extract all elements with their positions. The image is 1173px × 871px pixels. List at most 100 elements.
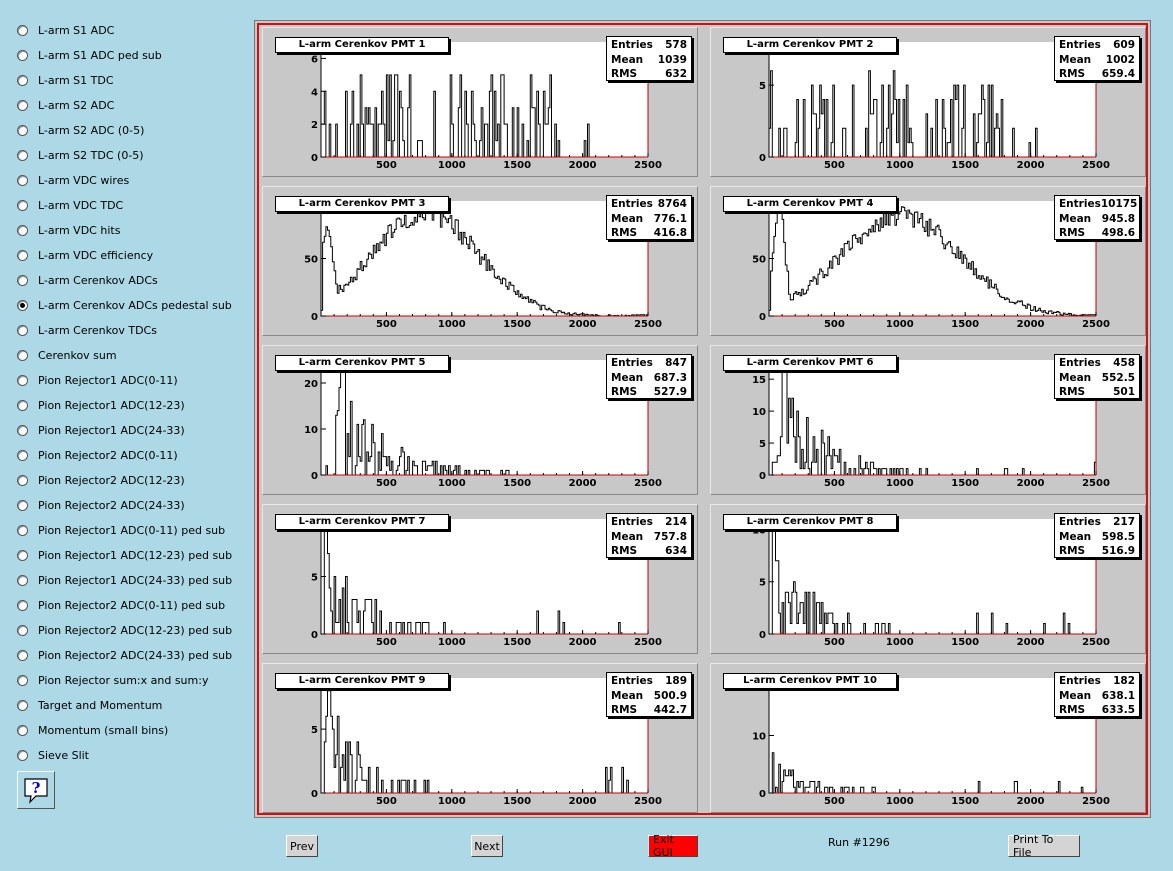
x-tick-label: 1000: [886, 796, 914, 807]
x-tick-label: 1500: [951, 160, 979, 171]
radio-item[interactable]: Pion Rejector2 ADC(0-11): [17, 445, 178, 465]
stats-label: Mean: [1059, 689, 1092, 702]
radio-button[interactable]: [17, 374, 28, 386]
radio-item[interactable]: L-arm VDC hits: [17, 220, 120, 240]
radio-button[interactable]: [17, 324, 28, 336]
radio-button[interactable]: [17, 174, 28, 186]
radio-item[interactable]: Pion Rejector2 ADC(12-23) ped sub: [17, 620, 232, 640]
radio-button[interactable]: [17, 749, 28, 761]
radio-item[interactable]: L-arm S1 TDC: [17, 70, 114, 90]
radio-item[interactable]: L-arm S1 ADC: [17, 20, 114, 40]
radio-button[interactable]: [17, 99, 28, 111]
radio-button[interactable]: [17, 474, 28, 486]
radio-item[interactable]: Cerenkov sum: [17, 345, 117, 365]
prev-button[interactable]: Prev: [286, 835, 318, 857]
radio-item[interactable]: Target and Momentum: [17, 695, 162, 715]
stats-row-rms: RMS 634: [611, 544, 687, 559]
radio-item[interactable]: Sieve Slit: [17, 745, 89, 765]
radio-item[interactable]: L-arm S1 ADC ped sub: [17, 45, 162, 65]
radio-item[interactable]: L-arm Cerenkov ADCs: [17, 270, 158, 290]
radio-item[interactable]: Pion Rejector1 ADC(24-33) ped sub: [17, 570, 232, 590]
stats-row-rms: RMS 659.4: [1059, 67, 1135, 82]
histogram-pad[interactable]: 500 1000 1500 2000 2500 0 5 L-arm Cerenkov PMT …: [710, 27, 1146, 177]
radio-button[interactable]: [17, 574, 28, 586]
radio-item[interactable]: Pion Rejector1 ADC(0-11) ped sub: [17, 520, 225, 540]
radio-button[interactable]: [17, 399, 28, 411]
histogram-pad[interactable]: 500 1000 1500 2000 2500 0 5 10 15 L-arm Cerenkov …: [710, 345, 1146, 495]
radio-label: L-arm Cerenkov ADCs pedestal sub: [38, 298, 232, 312]
stats-value: 847: [665, 357, 687, 369]
radio-label: L-arm S1 TDC: [38, 73, 114, 87]
stats-label: Entries: [1059, 198, 1101, 210]
radio-item[interactable]: Pion Rejector1 ADC(12-23): [17, 395, 185, 415]
radio-button-selected[interactable]: [17, 299, 28, 311]
radio-item[interactable]: L-arm Cerenkov ADCs pedestal sub: [17, 295, 232, 315]
radio-button[interactable]: [17, 449, 28, 461]
radio-item[interactable]: Pion Rejector2 ADC(0-11) ped sub: [17, 595, 225, 615]
histogram-pad[interactable]: 500 1000 1500 2000 2500 0 5 L-arm Cerenkov PMT …: [262, 504, 698, 654]
x-tick-label: 2500: [1082, 160, 1110, 171]
radio-item[interactable]: Pion Rejector2 ADC(12-23): [17, 470, 185, 490]
stats-box: Entries 578 Mean 1039 RMS 632: [606, 36, 692, 81]
radio-button[interactable]: [17, 349, 28, 361]
radio-button[interactable]: [17, 424, 28, 436]
histogram-pad[interactable]: 500 1000 1500 2000 2500 0 2 4 6 L-arm Cerenkov PM…: [262, 27, 698, 177]
radio-item[interactable]: L-arm VDC wires: [17, 170, 129, 190]
stats-label: RMS: [1059, 386, 1086, 398]
radio-button[interactable]: [17, 149, 28, 161]
radio-button[interactable]: [17, 499, 28, 511]
radio-item[interactable]: L-arm VDC efficiency: [17, 245, 153, 265]
radio-button[interactable]: [17, 249, 28, 261]
radio-item[interactable]: L-arm S2 TDC (0-5): [17, 145, 144, 165]
radio-button[interactable]: [17, 74, 28, 86]
stats-value: 632: [665, 68, 687, 80]
stats-row-entries: Entries 847: [611, 356, 687, 371]
radio-button[interactable]: [17, 24, 28, 36]
histogram-pad[interactable]: 5001000150020002500050100L-arm Cerenkov …: [710, 186, 1146, 336]
histogram-pad[interactable]: 500 1000 1500 2000 2500 0 5 10 L-arm Cerenkov PM…: [710, 504, 1146, 654]
exit-gui-button[interactable]: Exit GUI: [648, 833, 698, 859]
radio-button[interactable]: [17, 124, 28, 136]
x-tick-label: 2500: [634, 637, 662, 648]
radio-button[interactable]: [17, 674, 28, 686]
radio-item[interactable]: Pion Rejector2 ADC(24-33): [17, 495, 185, 515]
radio-button[interactable]: [17, 624, 28, 636]
x-tick-label: 1000: [438, 796, 466, 807]
y-tick-label: 20: [304, 379, 318, 390]
radio-item[interactable]: L-arm VDC TDC: [17, 195, 123, 215]
stats-label: RMS: [1059, 545, 1086, 557]
radio-item[interactable]: Pion Rejector1 ADC(12-23) ped sub: [17, 545, 232, 565]
stats-row-rms: RMS 527.9: [611, 385, 687, 400]
radio-button[interactable]: [17, 224, 28, 236]
radio-item[interactable]: L-arm S2 ADC: [17, 95, 114, 115]
next-button[interactable]: Next: [471, 835, 503, 857]
radio-button[interactable]: [17, 549, 28, 561]
radio-button[interactable]: [17, 599, 28, 611]
radio-item[interactable]: Pion Rejector sum:x and sum:y: [17, 670, 208, 690]
help-button[interactable]: ?: [17, 771, 55, 809]
histogram-pad[interactable]: 500 1000 1500 2000 2500 0 5 L-arm Cerenkov PMT …: [262, 663, 698, 813]
radio-item[interactable]: L-arm Cerenkov TDCs: [17, 320, 157, 340]
radio-button[interactable]: [17, 699, 28, 711]
radio-item[interactable]: Momentum (small bins): [17, 720, 168, 740]
radio-item[interactable]: Pion Rejector2 ADC(24-33) ped sub: [17, 645, 232, 665]
radio-button[interactable]: [17, 274, 28, 286]
radio-item[interactable]: L-arm S2 ADC (0-5): [17, 120, 144, 140]
stats-value: 217: [1113, 516, 1135, 528]
radio-item[interactable]: Pion Rejector1 ADC(0-11): [17, 370, 178, 390]
print-to-file-button[interactable]: Print To File: [1008, 833, 1080, 859]
radio-label: Pion Rejector sum:x and sum:y: [38, 673, 209, 687]
radio-button[interactable]: [17, 649, 28, 661]
y-tick-label: 0: [311, 630, 318, 641]
radio-item[interactable]: Pion Rejector1 ADC(24-33): [17, 420, 185, 440]
histogram-pad[interactable]: 5001000150020002500050100L-arm Cerenkov …: [262, 186, 698, 336]
radio-button[interactable]: [17, 724, 28, 736]
stats-box: Entries 847 Mean 687.3 RMS 527.9: [606, 354, 692, 399]
radio-button[interactable]: [17, 524, 28, 536]
radio-button[interactable]: [17, 49, 28, 61]
x-tick-label: 500: [376, 478, 397, 489]
radio-button[interactable]: [17, 199, 28, 211]
stats-label: Entries: [1059, 357, 1101, 369]
